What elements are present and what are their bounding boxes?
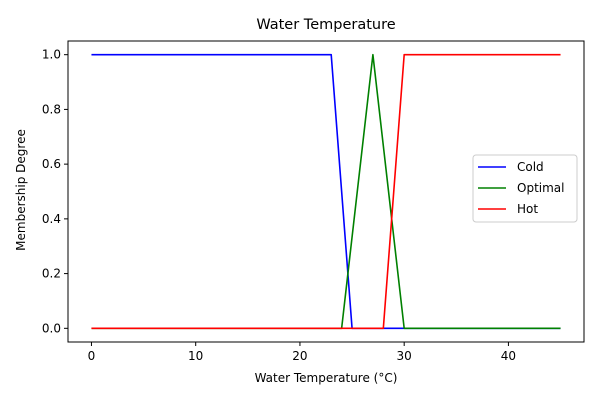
x-axis-label: Water Temperature (°C) [255, 371, 398, 385]
x-tick-label: 20 [292, 349, 307, 363]
y-tick-label: 1.0 [42, 48, 61, 62]
y-tick-label: 0.2 [42, 267, 61, 281]
legend: Cold Optimal Hot [472, 154, 578, 223]
legend-label-cold: Cold [517, 160, 544, 174]
axes-frame [67, 40, 585, 343]
y-axis-label: Membership Degree [14, 129, 28, 251]
y-tick-label: 0.0 [42, 321, 61, 335]
series-layer [91, 53, 561, 330]
y-tick-label: 0.4 [42, 212, 61, 226]
legend-label-hot: Hot [517, 202, 538, 216]
y-tick-label: 0.6 [42, 157, 61, 171]
x-tick-label: 40 [501, 349, 516, 363]
legend-box [472, 154, 578, 223]
x-tick-label: 30 [397, 349, 412, 363]
legend-label-optimal: Optimal [517, 181, 564, 195]
x-tick-label: 10 [188, 349, 203, 363]
chart-title: Water Temperature [256, 17, 395, 33]
series-line-hot [91, 53, 561, 330]
axes-layer: 0 10 20 30 40 0.0 0.2 0.4 0.6 0.8 1.0 [42, 40, 585, 363]
x-tick-label: 0 [88, 349, 96, 363]
y-tick-label: 0.8 [42, 102, 61, 116]
